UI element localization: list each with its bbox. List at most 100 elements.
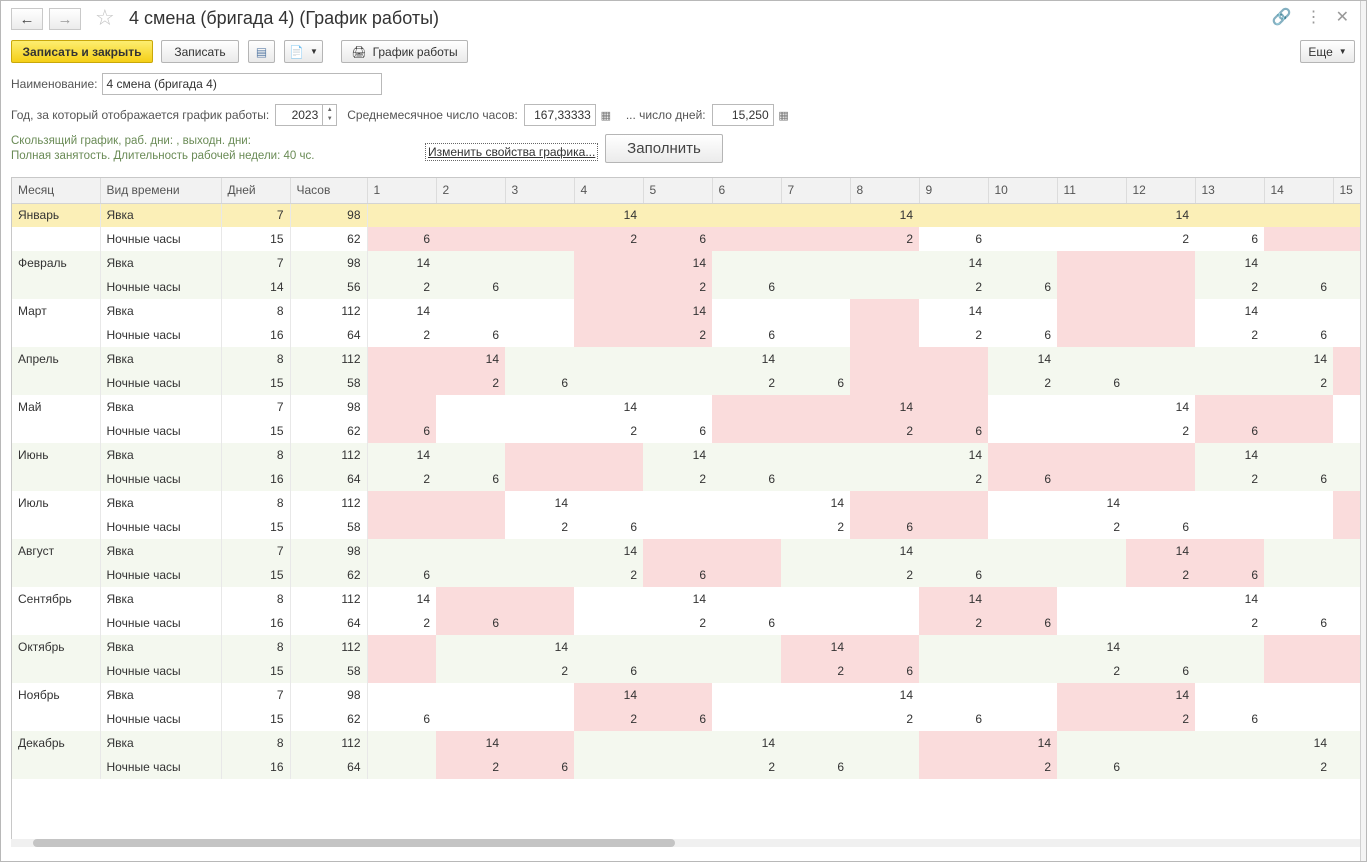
day-cell[interactable]: 14 bbox=[692, 592, 706, 606]
day-cell[interactable] bbox=[1126, 611, 1195, 635]
day-cell[interactable]: 2 bbox=[423, 328, 430, 342]
day-cell[interactable]: 14 bbox=[1195, 251, 1264, 275]
day-cell[interactable]: 2 bbox=[975, 328, 982, 342]
day-cell[interactable] bbox=[436, 251, 505, 275]
day-cell[interactable] bbox=[1126, 299, 1195, 323]
day-cell[interactable]: 6 bbox=[492, 328, 499, 342]
day-cell[interactable] bbox=[505, 419, 574, 443]
day-cell[interactable]: 6 bbox=[643, 227, 712, 251]
day-cell[interactable]: 2 bbox=[1126, 707, 1195, 731]
day-cell[interactable] bbox=[436, 587, 505, 611]
time-type-cell[interactable]: Ночные часы bbox=[100, 371, 222, 395]
day-cell[interactable] bbox=[436, 227, 505, 251]
month-cell[interactable] bbox=[12, 323, 101, 347]
day-cell[interactable] bbox=[988, 539, 1057, 563]
chevron-up-icon[interactable]: ▲ bbox=[326, 107, 333, 113]
days-cell[interactable]: 16 bbox=[221, 323, 291, 347]
month-cell[interactable]: Ноябрь bbox=[12, 683, 101, 707]
day-cell[interactable] bbox=[988, 515, 1057, 539]
day-cell[interactable] bbox=[367, 395, 436, 419]
table-row[interactable]: Октябрь Явка 8 112 14 14 14 bbox=[12, 635, 1362, 659]
day-cell[interactable]: 6 bbox=[975, 232, 982, 246]
day-cell[interactable] bbox=[436, 395, 505, 419]
day-cell[interactable]: 6 bbox=[850, 659, 919, 683]
day-cell[interactable] bbox=[1057, 299, 1126, 323]
day-cell[interactable] bbox=[919, 635, 988, 659]
day-cell[interactable] bbox=[781, 467, 850, 491]
day-cell[interactable] bbox=[1333, 707, 1362, 731]
day-cell[interactable]: 14 bbox=[1057, 635, 1126, 659]
day-cell[interactable] bbox=[436, 683, 505, 707]
time-type-cell[interactable]: Ночные часы bbox=[100, 419, 222, 443]
day-cell[interactable] bbox=[436, 443, 505, 467]
day-cell[interactable] bbox=[1333, 443, 1362, 467]
day-cell[interactable] bbox=[1126, 587, 1195, 611]
day-cell[interactable] bbox=[1333, 635, 1362, 659]
month-cell[interactable]: Май bbox=[12, 395, 101, 419]
day-cell[interactable] bbox=[781, 611, 850, 635]
day-cell[interactable]: 2 bbox=[906, 712, 913, 726]
day-cell[interactable] bbox=[574, 443, 643, 467]
day-cell[interactable] bbox=[1126, 251, 1195, 275]
year-stepper[interactable]: ▲ ▼ bbox=[323, 104, 338, 126]
hours-cell[interactable]: 98 bbox=[290, 251, 368, 275]
day-cell[interactable]: 2 bbox=[630, 424, 637, 438]
day-cell[interactable] bbox=[850, 323, 919, 347]
day-cell[interactable] bbox=[850, 251, 919, 275]
table-row[interactable]: Ночные часы 16 64 2 6 2 6 2 6 2 6 bbox=[12, 467, 1362, 491]
day-cell[interactable]: 14 bbox=[1106, 496, 1120, 510]
day-cell[interactable] bbox=[1195, 755, 1264, 779]
day-cell[interactable] bbox=[781, 299, 850, 323]
chevron-down-icon[interactable]: ▼ bbox=[326, 116, 333, 122]
hours-cell[interactable]: 64 bbox=[290, 611, 368, 635]
day-cell[interactable] bbox=[574, 611, 643, 635]
day-cell[interactable]: 2 bbox=[574, 563, 643, 587]
day-cell[interactable] bbox=[988, 299, 1057, 323]
day-cell[interactable] bbox=[574, 491, 643, 515]
day-cell[interactable] bbox=[1195, 395, 1264, 419]
day-cell[interactable] bbox=[1057, 587, 1126, 611]
day-cell[interactable]: 6 bbox=[1195, 563, 1264, 587]
day-cell[interactable]: 14 bbox=[367, 251, 436, 275]
day-column-header[interactable]: 9 bbox=[919, 178, 989, 204]
day-cell[interactable]: 2 bbox=[699, 616, 706, 630]
day-cell[interactable] bbox=[1333, 731, 1362, 755]
day-cell[interactable] bbox=[919, 755, 988, 779]
day-cell[interactable] bbox=[850, 635, 919, 659]
day-cell[interactable] bbox=[574, 371, 643, 395]
day-cell[interactable]: 2 bbox=[1182, 232, 1189, 246]
days-cell[interactable]: 8 bbox=[221, 731, 291, 755]
day-cell[interactable] bbox=[781, 227, 850, 251]
days-cell[interactable]: 15 bbox=[221, 563, 291, 587]
day-cell[interactable] bbox=[1264, 203, 1333, 227]
day-cell[interactable]: 6 bbox=[712, 275, 781, 299]
day-cell[interactable] bbox=[1333, 587, 1362, 611]
day-cell[interactable] bbox=[436, 203, 505, 227]
day-cell[interactable]: 2 bbox=[1126, 563, 1195, 587]
days-cell[interactable]: 7 bbox=[221, 539, 291, 563]
day-cell[interactable] bbox=[574, 731, 643, 755]
day-cell[interactable]: 14 bbox=[1126, 683, 1195, 707]
day-cell[interactable] bbox=[1264, 563, 1333, 587]
day-column-header[interactable]: 1 bbox=[367, 178, 437, 204]
day-cell[interactable] bbox=[1333, 203, 1362, 227]
day-cell[interactable] bbox=[1057, 395, 1126, 419]
month-cell[interactable] bbox=[12, 515, 101, 539]
day-cell[interactable] bbox=[367, 539, 436, 563]
day-cell[interactable] bbox=[1126, 467, 1195, 491]
day-cell[interactable]: 14 bbox=[850, 203, 919, 227]
day-cell[interactable]: 6 bbox=[1195, 419, 1264, 443]
day-cell[interactable]: 6 bbox=[781, 755, 850, 779]
day-cell[interactable] bbox=[574, 587, 643, 611]
days-cell[interactable]: 15 bbox=[221, 227, 291, 251]
day-cell[interactable] bbox=[850, 467, 919, 491]
day-cell[interactable] bbox=[1195, 371, 1264, 395]
day-cell[interactable] bbox=[1126, 275, 1195, 299]
day-cell[interactable] bbox=[988, 419, 1057, 443]
day-cell[interactable] bbox=[1195, 515, 1264, 539]
day-cell[interactable] bbox=[1195, 539, 1264, 563]
month-cell[interactable] bbox=[12, 467, 101, 491]
table-row[interactable]: Май Явка 7 98 14 14 14 bbox=[12, 395, 1362, 419]
day-cell[interactable]: 6 bbox=[919, 419, 988, 443]
calculator-icon[interactable]: ▦ bbox=[600, 109, 612, 122]
